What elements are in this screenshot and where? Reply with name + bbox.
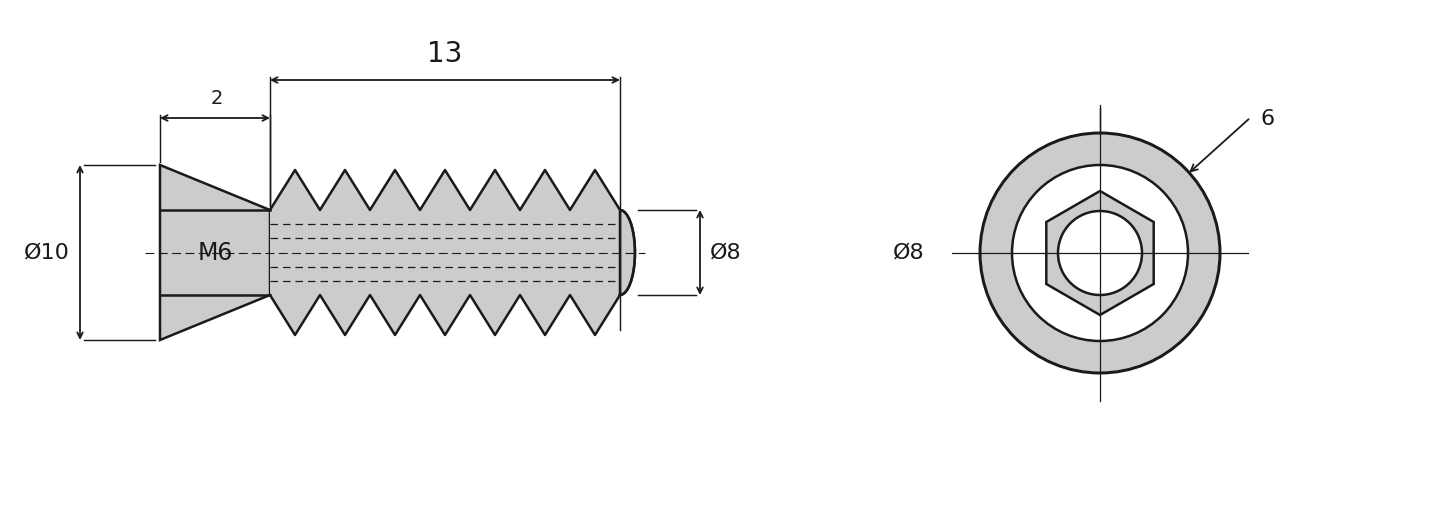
Text: 2: 2 [211, 89, 223, 108]
Circle shape [1058, 211, 1142, 295]
Polygon shape [270, 170, 634, 335]
Polygon shape [160, 165, 270, 340]
Text: 6: 6 [1260, 109, 1274, 129]
Text: Ø10: Ø10 [25, 242, 69, 263]
Text: Ø8: Ø8 [893, 243, 925, 263]
Text: M6: M6 [198, 240, 233, 265]
Circle shape [980, 133, 1220, 373]
Text: Ø8: Ø8 [709, 242, 741, 263]
Polygon shape [1046, 191, 1153, 315]
Text: 13: 13 [428, 40, 462, 68]
Circle shape [1011, 165, 1188, 341]
